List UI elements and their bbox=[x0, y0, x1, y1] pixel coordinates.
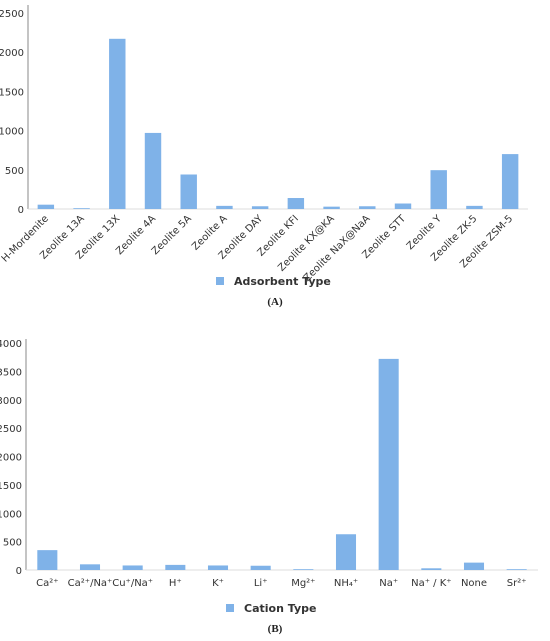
x-tick-label: Zeolite NaX@NaA bbox=[302, 213, 373, 284]
x-tick-label: Na⁺ / K⁺ bbox=[411, 578, 451, 589]
bar bbox=[37, 204, 55, 209]
chart-a-caption: (A) bbox=[267, 296, 283, 308]
chart-panel-b: 0 500 1000 1500 2000 2500 3000 3500 4000 Ca²⁺ Ca²⁺… bbox=[0, 320, 550, 641]
chart-b-svg: 0 500 1000 1500 2000 2500 3000 3500 4000 Ca²⁺ Ca²⁺… bbox=[0, 339, 538, 615]
chart-b-caption: (B) bbox=[267, 623, 283, 635]
bar bbox=[463, 562, 485, 570]
x-tick-label: Mg²⁺ bbox=[291, 578, 315, 589]
bar bbox=[394, 203, 412, 209]
bar bbox=[216, 205, 233, 209]
x-tick-label: None bbox=[461, 578, 487, 589]
y-tick-label: 2500 bbox=[0, 9, 24, 20]
bar bbox=[73, 208, 90, 209]
bar bbox=[430, 170, 447, 209]
x-tick-label: Li⁺ bbox=[254, 578, 268, 589]
chart-panel-a: 0 500 1000 1500 2000 2500 H-Mordenite Zeolite 1… bbox=[0, 0, 550, 320]
y-tick-label: 2000 bbox=[0, 48, 24, 59]
bar bbox=[144, 132, 162, 209]
y-tick-label: 4000 bbox=[0, 339, 22, 350]
y-tick-label: 1500 bbox=[0, 87, 24, 98]
bar bbox=[122, 565, 143, 570]
y-tick-label: 1500 bbox=[0, 481, 22, 492]
x-tick-label: K⁺ bbox=[212, 578, 224, 589]
bar bbox=[109, 38, 126, 209]
bar bbox=[165, 564, 186, 570]
y-tick-label: 2500 bbox=[0, 424, 22, 435]
y-tick-label: 500 bbox=[3, 538, 22, 549]
bar bbox=[421, 568, 442, 570]
bar bbox=[293, 569, 314, 570]
x-tick-label: H⁺ bbox=[169, 578, 182, 589]
x-tick-label: Sr²⁺ bbox=[507, 578, 527, 589]
legend-swatch bbox=[226, 604, 234, 612]
bar bbox=[79, 564, 101, 570]
y-tick-label: 1000 bbox=[0, 127, 24, 138]
bar bbox=[323, 206, 340, 209]
bar bbox=[207, 565, 229, 570]
bar bbox=[359, 206, 376, 209]
x-tick-label: NH₄⁺ bbox=[334, 578, 358, 589]
x-tick-label: Ca²⁺ bbox=[36, 578, 58, 589]
bar bbox=[37, 550, 58, 570]
y-tick-label: 2000 bbox=[0, 453, 22, 464]
legend-label: Adsorbent Type bbox=[234, 275, 331, 288]
legend-label: Cation Type bbox=[244, 602, 316, 615]
y-tick-label: 0 bbox=[16, 566, 22, 577]
bar bbox=[251, 206, 269, 209]
bar bbox=[287, 198, 305, 209]
y-tick-label: 500 bbox=[5, 166, 24, 177]
x-tick-label: Ca²⁺/Na⁺ bbox=[68, 578, 113, 589]
bar bbox=[378, 358, 399, 570]
bar bbox=[506, 569, 527, 570]
y-tick-label: 3000 bbox=[0, 396, 22, 407]
y-tick-label: 1000 bbox=[0, 509, 22, 520]
x-tick-label: Cu⁺/Na⁺ bbox=[112, 578, 153, 589]
y-tick-label: 0 bbox=[18, 205, 24, 216]
legend-swatch bbox=[216, 277, 224, 285]
bar bbox=[335, 534, 357, 570]
x-tick-label: Na⁺ bbox=[379, 578, 398, 589]
y-tick-label: 3500 bbox=[0, 367, 22, 378]
bar bbox=[180, 174, 197, 209]
bar bbox=[466, 205, 483, 209]
bar bbox=[501, 154, 519, 209]
bar bbox=[250, 565, 271, 570]
